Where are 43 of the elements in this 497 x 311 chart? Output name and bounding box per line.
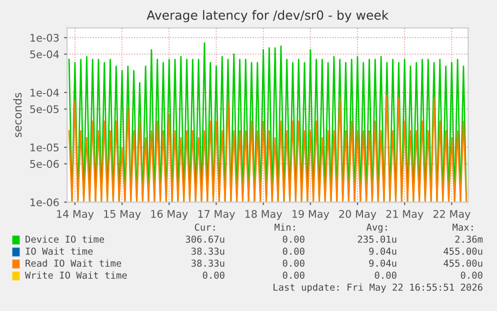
y-tick-label: 5e-06 xyxy=(30,160,59,168)
text: 455.00u xyxy=(444,260,482,267)
text: Cur: xyxy=(194,224,215,231)
text: 38.33u xyxy=(192,260,224,267)
x-tick-label: 15 May xyxy=(104,210,141,220)
text: 235.01u xyxy=(358,236,396,243)
y-tick-label: 1e-04 xyxy=(30,88,59,97)
text: 0.00 xyxy=(460,272,482,279)
text: 0.00 xyxy=(202,272,224,279)
y-axis-title: seconds xyxy=(13,92,22,138)
text: 455.00u xyxy=(444,248,482,255)
x-tick-label: 16 May xyxy=(151,210,188,220)
text: Max: xyxy=(452,224,473,231)
text: 0.00 xyxy=(282,260,304,267)
legend-label: IO Wait time xyxy=(26,247,93,255)
text: 306.67u xyxy=(186,236,224,243)
text: 2.36m xyxy=(455,236,483,243)
text: Last update: Fri May 22 16:55:51 2026 xyxy=(274,283,482,293)
chart-title: Average latency for /dev/sr0 - by week xyxy=(146,10,389,22)
x-tick-label: 21 May xyxy=(386,210,424,220)
y-tick-label: 1e-05 xyxy=(30,144,59,152)
text: 0.00 xyxy=(374,272,396,279)
legend-label: Read IO Wait time xyxy=(26,259,122,267)
text: Min: xyxy=(274,223,295,231)
text: 0.00 xyxy=(282,248,304,255)
x-tick-label: 22 May xyxy=(433,210,470,220)
text: 9.04u xyxy=(369,248,396,255)
x-tick-label: 17 May xyxy=(198,210,235,220)
text: 0.00 xyxy=(282,236,304,243)
text: 0.00 xyxy=(282,272,304,279)
x-tick-label: 20 May xyxy=(339,210,376,220)
y-tick-label: 1e-06 xyxy=(30,198,59,206)
legend-label: Write IO Wait time xyxy=(25,271,127,279)
text: 38.33u xyxy=(192,248,224,255)
x-tick-label: 14 May xyxy=(57,210,94,220)
y-tick-label: 5e-04 xyxy=(30,50,59,58)
x-tick-label: 19 May xyxy=(292,210,330,220)
text: 9.04u xyxy=(369,260,396,267)
x-tick-label: 18 May xyxy=(245,210,282,220)
text: Avg: xyxy=(366,224,387,233)
y-tick-label: 1e-03 xyxy=(30,34,59,42)
legend-label: Device IO time xyxy=(26,235,104,243)
y-tick-label: 5e-05 xyxy=(30,105,59,114)
